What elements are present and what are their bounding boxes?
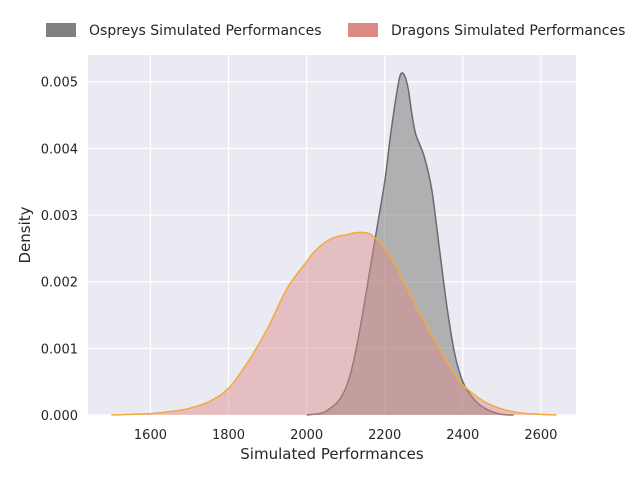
- legend-label-ospreys: Ospreys Simulated Performances: [89, 23, 322, 39]
- dragons-density-line: [111, 231, 557, 416]
- legend: Ospreys Simulated Performances Dragons S…: [46, 23, 625, 39]
- y-axis-title: Density: [16, 206, 34, 263]
- ospreys-density-line: [306, 72, 514, 416]
- y-tick-label: 0.000: [41, 409, 78, 424]
- grid-lines: [88, 55, 576, 416]
- y-tick-label: 0.001: [41, 342, 78, 357]
- plot-background: [88, 55, 576, 415]
- x-tick-label: 2400: [446, 428, 479, 443]
- x-tick-labels: 1600 1800 2000 2200 2400 2600: [134, 428, 557, 443]
- dragons-density-area: [111, 232, 557, 415]
- x-tick-label: 2600: [524, 428, 557, 443]
- legend-swatch-ospreys: [46, 23, 76, 37]
- x-axis-title: Simulated Performances: [240, 445, 424, 463]
- x-tick-label: 1800: [212, 428, 245, 443]
- y-tick-label: 0.003: [41, 209, 78, 224]
- y-tick-label: 0.004: [41, 142, 78, 157]
- y-tick-labels: 0.000 0.001 0.002 0.003 0.004 0.005: [41, 76, 78, 424]
- legend-label-dragons: Dragons Simulated Performances: [391, 23, 625, 39]
- series-layer: [111, 72, 557, 416]
- x-tick-label: 2200: [368, 428, 401, 443]
- x-tick-label: 1600: [134, 428, 167, 443]
- ospreys-density-area: [306, 72, 514, 415]
- legend-swatch-dragons: [348, 23, 378, 37]
- x-tick-label: 2000: [290, 428, 323, 443]
- y-tick-label: 0.002: [41, 276, 78, 291]
- y-tick-label: 0.005: [41, 76, 78, 91]
